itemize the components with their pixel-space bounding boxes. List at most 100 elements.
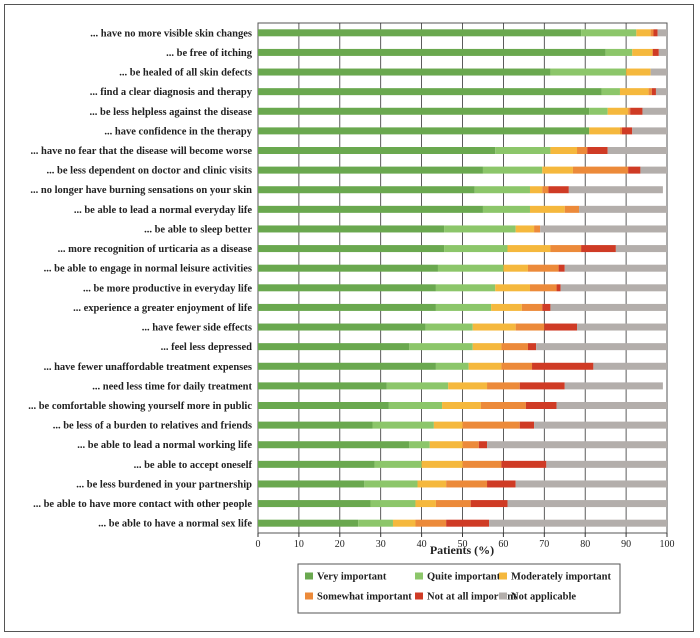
bar-segment [415, 500, 436, 508]
bar-segment [636, 29, 651, 37]
category-label: ... be able to sleep better [144, 224, 252, 235]
bar-segment [593, 362, 667, 370]
category-label: ... more recognition of urticaria as a d… [58, 244, 253, 255]
bar-segment [507, 500, 667, 508]
bar-segment [607, 147, 667, 154]
bar-segment [568, 186, 663, 194]
bar-segment [386, 382, 449, 390]
bar-segment [572, 166, 629, 174]
bar-segment [448, 382, 488, 390]
bar-segment [258, 480, 365, 488]
category-label: ... be able to have a normal sex life [98, 519, 252, 530]
category-labels: ... have no more visible skin changes...… [28, 28, 253, 529]
legend-swatch [415, 592, 423, 600]
category-label: ... be able to lead a normal everyday li… [74, 205, 253, 216]
bar-segment [491, 303, 522, 311]
bar-segment [515, 225, 535, 233]
category-label: ... be less dependent on doctor and clin… [47, 166, 252, 177]
bar-segment [564, 382, 663, 390]
bar-segment [472, 323, 516, 331]
bar-segment [529, 186, 543, 194]
bar-segment [258, 343, 410, 351]
bar-segment [519, 382, 565, 390]
category-label: ... need less time for daily treatment [92, 381, 252, 392]
category-label: ... find a clear diagnosis and therapy [90, 87, 253, 98]
category-label: ... feel less depressed [161, 342, 253, 353]
category-label: ... experience a greater enjoyment of li… [73, 303, 252, 314]
bar-segment [444, 225, 516, 233]
bar-segment [462, 460, 502, 468]
bar-segment [564, 264, 667, 272]
legend-box [297, 563, 621, 614]
x-tick-label: 30 [376, 539, 386, 550]
category-label: ... have fewer unaffordable treatment ex… [44, 362, 252, 373]
bar-segment [409, 441, 430, 449]
bar-segment [487, 441, 667, 449]
legend-label: Somewhat important [317, 592, 412, 603]
bar-segment [542, 166, 573, 174]
bar-segment [258, 382, 387, 390]
bar-segment [622, 127, 633, 135]
category-label: ... no longer have burning sensations on… [30, 185, 252, 196]
bar-segment [607, 107, 629, 115]
bar-segment [619, 127, 623, 135]
bar-segment [258, 166, 483, 174]
bar-segment [489, 519, 667, 527]
bar-segment [364, 480, 418, 488]
bar-segment [648, 88, 652, 96]
category-label: ... be free of itching [166, 48, 253, 59]
bar-segment [548, 186, 569, 194]
bar-segment [370, 500, 416, 508]
bar-segment [258, 48, 606, 56]
bar-segment [392, 519, 416, 527]
bar-segment [437, 264, 504, 272]
bar-segment [433, 421, 463, 429]
bar-segment [421, 460, 463, 468]
x-tick-label: 100 [660, 539, 675, 550]
chart-frame: ... have no more visible skin changes...… [4, 4, 694, 632]
bar-segment [258, 421, 373, 429]
category-label: ... have fewer side effects [142, 323, 252, 334]
bar-segment [577, 323, 667, 331]
bar-segment [258, 147, 496, 154]
bar-segment [258, 362, 436, 370]
bar-segment [468, 362, 502, 370]
legend-label: Moderately important [511, 572, 612, 583]
bar-segment [521, 303, 543, 311]
bar-segment [415, 519, 447, 527]
bar-segment [470, 500, 508, 508]
bar-segment [642, 107, 667, 115]
bar-segment [258, 402, 389, 409]
bars-group [258, 29, 667, 527]
bar-segment [495, 147, 551, 154]
bar-segment [619, 88, 649, 96]
bar-segment [435, 284, 496, 292]
x-tick-label: 50 [458, 539, 468, 550]
bar-segment [542, 186, 549, 194]
bar-segment [478, 441, 488, 449]
bar-segment [615, 245, 667, 253]
bar-segment [564, 205, 580, 213]
bar-segment [527, 264, 559, 272]
bar-segment [258, 29, 582, 37]
bar-segment [577, 147, 588, 154]
bar-segment [650, 68, 667, 76]
bar-segment [501, 343, 528, 351]
bar-segment [425, 323, 473, 331]
bar-segment [501, 460, 547, 468]
category-label: ... be comfortable showing yourself more… [28, 401, 252, 412]
bar-segment [657, 29, 667, 37]
x-tick-label: 0 [256, 539, 261, 550]
bar-segment [258, 186, 475, 194]
bar-segment [258, 68, 551, 76]
bar-segment [515, 323, 545, 331]
bar-segment [444, 245, 508, 253]
bar-segment [601, 88, 620, 96]
bar-segment [527, 343, 537, 351]
x-tick-label: 80 [580, 539, 590, 550]
category-label: ... be able to accept oneself [134, 460, 253, 471]
bar-segment [540, 225, 667, 233]
bar-segment [536, 343, 667, 351]
x-axis-ticks: 0 10 20 30 40 50 60 70 80 90 100 [256, 533, 675, 550]
bar-segment [605, 48, 633, 56]
